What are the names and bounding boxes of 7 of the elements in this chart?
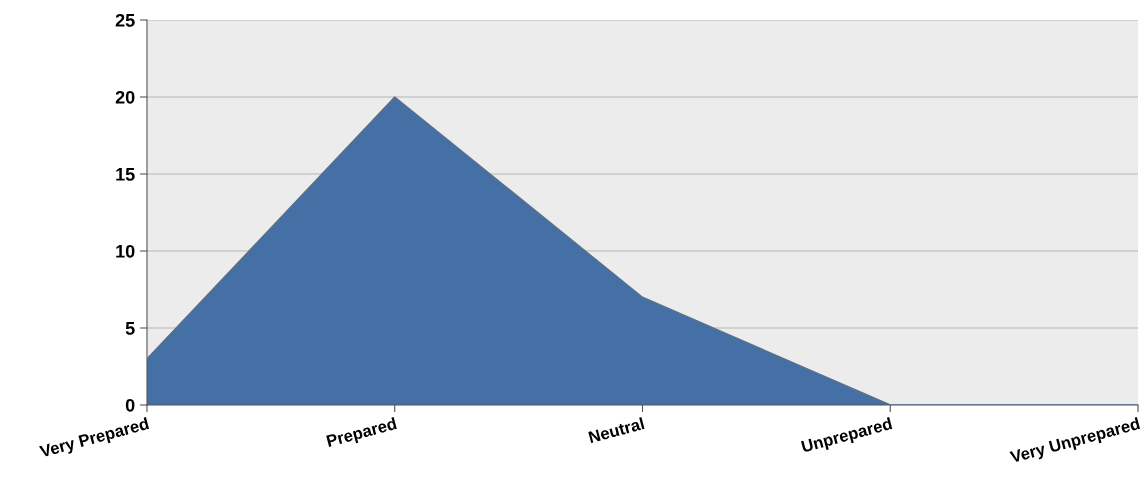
y-tick-label: 0 [125, 398, 135, 412]
y-tick-label: 25 [115, 13, 135, 27]
x-tick-label: Neutral [588, 417, 645, 444]
y-tick-label: 5 [125, 322, 135, 335]
y-tick-label: 20 [115, 90, 135, 104]
y-tick-label: 15 [116, 168, 135, 181]
y-tick-label: 10 [116, 244, 135, 258]
